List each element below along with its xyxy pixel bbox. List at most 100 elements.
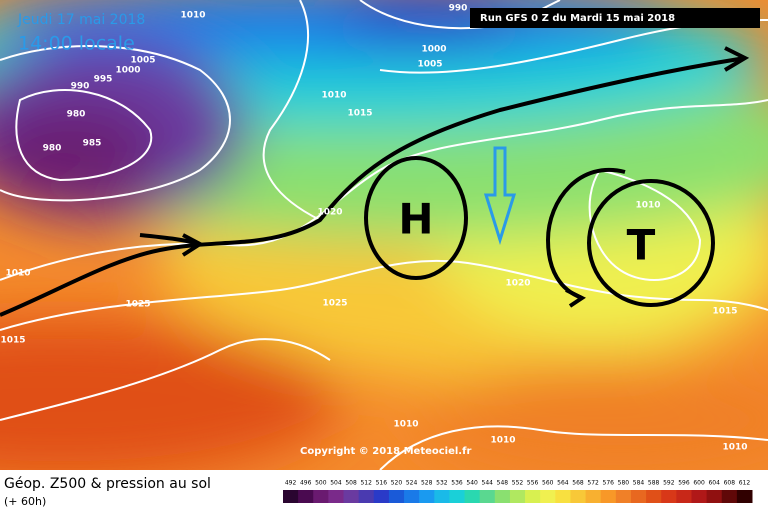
colorbar-label: 560 [542,480,554,487]
isobar-label: 1005 [417,60,442,70]
colorbar-label: 504 [330,480,342,487]
isobar-label: 1010 [393,420,418,430]
high-marker: H [398,195,433,244]
colorbar-label: 512 [360,480,372,487]
colorbar-label: 508 [345,480,357,487]
isobar-label: 1000 [421,45,446,55]
colorbar-label: 584 [633,480,645,487]
colorbar-swatch [615,490,632,503]
isobar-label: 985 [83,139,102,149]
colorbar-swatch [313,490,329,503]
colorbar-label: 576 [603,480,615,487]
colorbar-swatch [555,490,571,503]
isobar-label: 980 [67,110,86,120]
isobar-label: 1010 [490,436,515,446]
colorbar-label: 612 [739,480,751,487]
colorbar-swatch [721,490,738,503]
colorbar-swatch [434,490,450,503]
isobar-label: 1010 [321,91,346,101]
colorbar-swatch [449,490,466,503]
isobar-label: 990 [449,4,468,14]
colorbar-label: 564 [557,480,569,487]
colorbar-swatch [706,490,723,503]
isobar-label: 995 [94,75,113,85]
colorbar-swatch [494,490,511,503]
isobar-label: 1010 [635,201,660,211]
colorbar-swatch [691,490,708,503]
isobar-label: 1015 [712,307,737,317]
colorbar-label: 556 [527,480,539,487]
isobar-label: 980 [43,144,62,154]
isobar-label: 1015 [0,336,25,346]
colorbar-label: 500 [315,480,327,487]
colorbar-swatch [343,490,360,503]
colorbar-swatch [283,490,299,503]
colorbar-swatch [479,490,496,503]
colorbar-label: 548 [497,480,509,487]
date-label: Jeudi 17 mai 2018 [17,12,145,28]
colorbar-swatch [630,490,647,503]
colorbar-swatch [464,490,481,503]
low-marker: T [627,221,656,270]
blue-arrow [483,146,517,246]
isobar-label: 1020 [505,279,530,289]
isobar-label: 1020 [317,208,342,218]
colorbar-label: 528 [421,480,433,487]
colorbar-label: 492 [285,480,297,487]
colorbar-swatch [404,490,420,503]
colorbar-swatch [388,490,405,503]
colorbar-swatch [736,490,753,503]
colorbar-label: 524 [406,480,418,487]
run-label: Run GFS 0 Z du Mardi 15 mai 2018 [480,13,675,24]
isobar-label: 1025 [125,300,150,310]
footer-lead: (+ 60h) [4,495,46,508]
colorbar-label: 532 [436,480,448,487]
footer-title: Géop. Z500 & pression au sol [4,476,211,492]
colorbar-swatch [419,490,435,503]
colorbar-swatch [373,490,390,503]
colorbar-label: 592 [663,480,675,487]
run-box [470,8,760,28]
colorbar-swatch [585,490,602,503]
isobar-label: 1010 [180,11,205,21]
time-label: 14:00 locale [18,33,135,55]
colorbar-label: 536 [451,480,463,487]
isobar-label: 1000 [115,66,140,76]
isobar-label: 1010 [5,269,30,279]
colorbar-label: 608 [724,480,736,487]
colorbar-label: 540 [466,480,478,487]
colorbar-swatch [600,490,617,503]
colorbar-label: 580 [618,480,630,487]
colorbar: 492 496 500 504 508 512 516 520 524 528 532 536 540 5… [283,480,753,503]
colorbar-label: 496 [300,480,312,487]
isobar-label: 1005 [130,56,155,66]
colorbar-label: 520 [391,480,403,487]
isobar-labels: 1010990100010051005100099599098098598010… [0,4,747,453]
copyright: Copyright © 2018 Meteociel.fr [300,446,471,457]
flow-arrows [0,46,750,317]
colorbar-label: 516 [376,480,388,487]
isobar-label: 1025 [322,299,347,309]
colorbar-swatch [328,490,345,503]
colorbar-label: 552 [512,480,524,487]
colorbar-label: 568 [572,480,584,487]
field: H T 101099010001005100510009959909809859… [0,0,768,470]
colorbar-swatch [570,490,587,503]
colorbar-label: 596 [678,480,690,487]
isobar-label: 1015 [347,109,372,119]
colorbar-swatch [358,490,375,503]
colorbar-label: 572 [587,480,599,487]
colorbar-label: 600 [693,480,705,487]
isobar-label: 990 [71,82,90,92]
colorbar-swatch [676,490,692,503]
colorbar-swatch [525,490,541,503]
isobar-label: 1010 [722,443,747,453]
colorbar-label: 588 [648,480,660,487]
colorbar-label: 544 [482,480,494,487]
colorbar-swatch [646,490,662,503]
isobars [0,0,768,470]
colorbar-swatch [540,490,556,503]
colorbar-swatch [298,490,314,503]
colorbar-swatch [509,490,526,503]
